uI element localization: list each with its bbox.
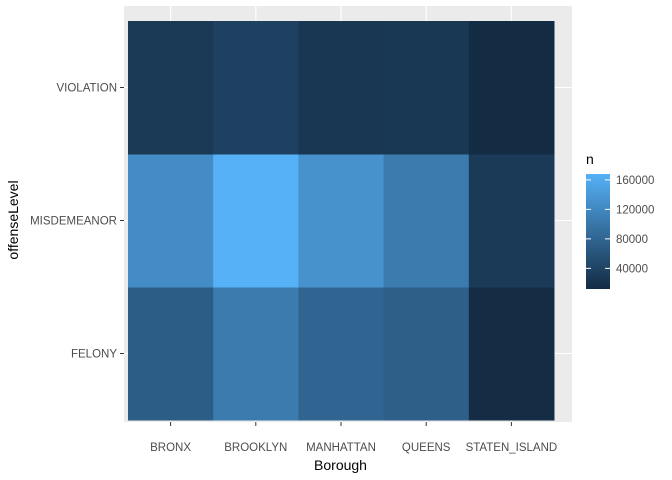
heatmap-tiles — [128, 21, 555, 421]
heatmap-tile — [128, 21, 214, 155]
heatmap-tile — [383, 287, 470, 421]
x-axis-title: Borough — [314, 457, 367, 473]
y-axis: FELONY MISDEMEANOR VIOLATION — [30, 83, 124, 361]
x-tick-label: BRONX — [150, 442, 191, 454]
heatmap-tile — [468, 287, 555, 421]
legend-tick-label: 120000 — [616, 204, 654, 216]
legend-tick-label: 160000 — [616, 175, 654, 187]
heatmap-tile — [213, 287, 299, 421]
y-axis-title: offenseLevel — [5, 180, 21, 259]
heatmap-tile — [213, 154, 299, 288]
x-tick-label: BROOKLYN — [224, 442, 287, 454]
heatmap-tile — [383, 154, 470, 288]
heatmap-tile — [383, 21, 470, 155]
legend-title: n — [586, 151, 594, 167]
heatmap-tile — [468, 154, 555, 288]
heatmap-tile — [298, 21, 385, 155]
y-tick-label: FELONY — [71, 349, 117, 361]
heatmap-tile — [128, 287, 214, 421]
heatmap-tile — [298, 154, 385, 288]
x-tick-label: MANHATTAN — [306, 442, 376, 454]
legend: n 40000 80000 120000 160000 — [586, 151, 654, 289]
y-tick-label: MISDEMEANOR — [30, 216, 117, 228]
x-axis: BRONX BROOKLYN MANHATTAN QUEENS STATEN_ISLAN… — [150, 422, 557, 454]
legend-colorbar — [586, 174, 610, 289]
legend-tick-label: 40000 — [616, 263, 648, 275]
y-tick-label: VIOLATION — [57, 83, 118, 95]
heatmap-tile — [468, 21, 555, 155]
heatmap-tile — [128, 154, 214, 288]
heatmap-tile — [213, 21, 299, 155]
legend-ticks: 40000 80000 120000 160000 — [586, 175, 654, 275]
heatmap-tile — [298, 287, 385, 421]
legend-tick-label: 80000 — [616, 234, 648, 246]
x-tick-label: STATEN_ISLAND — [466, 442, 558, 454]
x-tick-label: QUEENS — [402, 442, 451, 454]
